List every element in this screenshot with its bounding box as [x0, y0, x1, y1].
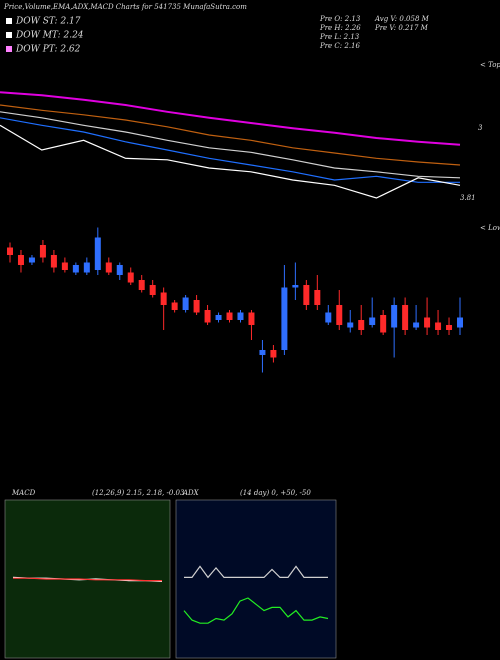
avg-volume: Avg V: 0.058 M: [374, 15, 430, 23]
series-line: [183, 597, 329, 624]
candle-body: [358, 320, 365, 330]
candle-body: [226, 312, 233, 320]
candle-body: [50, 255, 57, 268]
annotation: 3: [478, 124, 483, 132]
legend-label: DOW MT: 2.24: [15, 31, 84, 41]
candle-body: [248, 312, 255, 325]
series-line: [0, 117, 460, 183]
candle-body: [215, 315, 222, 320]
series-line: [184, 565, 328, 579]
legend-swatch: [6, 18, 12, 24]
candle-body: [347, 322, 354, 328]
candle-body: [325, 312, 332, 323]
panel-title: MACD: [11, 489, 36, 497]
candle-body: [292, 285, 299, 288]
series-line: [0, 104, 461, 166]
prev-open: Pre O: 2.13: [319, 15, 361, 23]
candle-body: [28, 257, 35, 263]
candle-body: [237, 312, 244, 320]
page-title: Price,Volume,EMA,ADX,MACD Charts for 541…: [3, 3, 247, 11]
series-line: [0, 124, 461, 199]
candle-body: [446, 325, 453, 330]
candle-body: [435, 322, 442, 330]
annotation: < Tops: [480, 61, 500, 69]
panel-title: ADX: [182, 489, 200, 497]
candle-body: [127, 272, 134, 283]
legend-label: DOW ST: 2.17: [15, 17, 81, 27]
annotation: < Lows: [480, 224, 500, 232]
candle-body: [72, 265, 79, 273]
candle-body: [281, 287, 288, 350]
candle-body: [391, 305, 398, 328]
candle-body: [149, 285, 156, 295]
candle-body: [7, 247, 13, 255]
candle-body: [116, 265, 123, 275]
series-line: [0, 111, 461, 179]
candle-body: [303, 285, 310, 305]
candle-body: [402, 305, 409, 330]
legend-label: DOW PT: 2.62: [15, 45, 81, 55]
panel-background: [175, 499, 337, 659]
candle-body: [369, 317, 376, 325]
candle-body: [182, 297, 189, 310]
candle-body: [457, 317, 463, 328]
candle-body: [105, 262, 112, 273]
candle-body: [138, 280, 145, 290]
series-line: [0, 91, 461, 146]
candle-body: [270, 350, 277, 358]
candle-body: [380, 315, 387, 333]
candle-body: [336, 305, 343, 325]
prev-volume: Pre V: 0.217 M: [374, 24, 429, 32]
legend-swatch: [6, 32, 12, 38]
series-line: [13, 577, 162, 582]
candle-body: [17, 255, 24, 265]
candle-body: [94, 237, 101, 270]
candle-body: [193, 300, 200, 313]
panel-subtitle: (14 day) 0, +50, -50: [240, 489, 311, 497]
candle-body: [413, 322, 420, 328]
annotation: 3.81: [460, 194, 476, 202]
prev-close: Pre C: 2.16: [319, 42, 360, 50]
prev-high: Pre H: 2.26: [319, 24, 361, 32]
candle-body: [39, 245, 46, 258]
candle-body: [171, 302, 178, 310]
legend-swatch: [6, 46, 12, 52]
candle-body: [83, 262, 90, 273]
candle-body: [424, 317, 431, 328]
panel-subtitle: (12,26,9) 2.15, 2.18, -0.03: [92, 489, 185, 497]
candle-body: [160, 292, 167, 305]
prev-low: Pre L: 2.13: [319, 33, 360, 41]
candle-body: [204, 310, 211, 323]
candle-body: [61, 262, 68, 270]
candle-body: [314, 290, 321, 305]
candle-body: [259, 350, 266, 355]
